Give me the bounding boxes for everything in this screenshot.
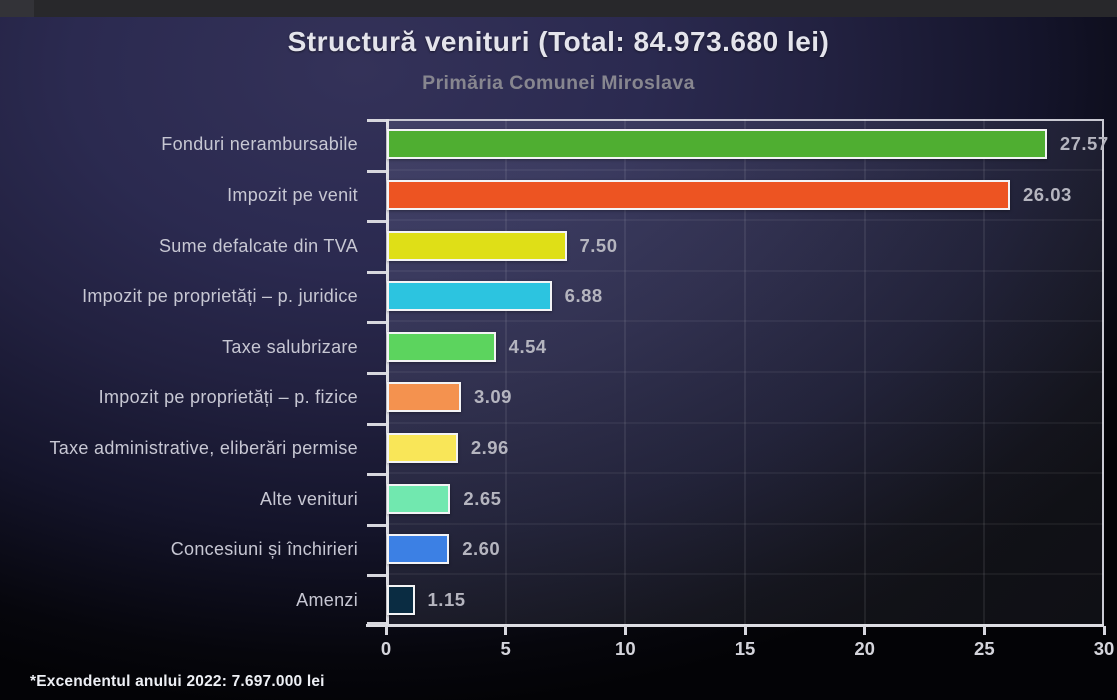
- x-axis-line: [366, 624, 1104, 627]
- bar-value-label: 7.50: [579, 234, 618, 256]
- bar-value-label: 6.88: [564, 285, 603, 307]
- bar-value-label: 2.65: [463, 487, 502, 509]
- bar: [387, 179, 1010, 210]
- chart-footnote: *Excendentul anului 2022: 7.697.000 lei: [30, 673, 325, 690]
- x-axis-tick: [504, 626, 508, 635]
- y-axis-tick: [367, 321, 386, 325]
- category-label: Impozit pe venit: [227, 184, 358, 205]
- category-label: Alte venituri: [260, 488, 358, 509]
- x-axis-tick-label: 0: [380, 638, 392, 659]
- x-axis-tick-label: 10: [615, 638, 636, 659]
- category-label: Sume defalcate din TVA: [158, 235, 358, 256]
- category-label: Taxe salubrizare: [222, 336, 358, 357]
- horizontal-gridline: [386, 320, 1104, 323]
- chart-subtitle: Primăria Comunei Miroslava: [422, 72, 695, 94]
- horizontal-gridline: [386, 472, 1104, 475]
- horizontal-gridline: [386, 168, 1104, 171]
- category-label: Taxe administrative, eliberări permise: [49, 437, 358, 458]
- x-axis-tick: [623, 626, 627, 635]
- x-axis-tick-label: 25: [974, 638, 995, 659]
- x-axis-tick: [384, 626, 388, 635]
- y-axis-tick: [367, 119, 386, 122]
- horizontal-gridline: [386, 371, 1104, 373]
- horizontal-gridline: [386, 269, 1104, 272]
- bar: [387, 281, 552, 312]
- x-axis-tick-label: 20: [854, 638, 875, 659]
- window-topbar: [0, 0, 1117, 17]
- category-label: Fonduri nerambursabile: [161, 134, 358, 155]
- horizontal-gridline: [386, 573, 1104, 576]
- vertical-gridline: [744, 119, 746, 625]
- vertical-gridline: [863, 119, 866, 625]
- bar-value-label: 4.54: [508, 335, 547, 357]
- x-axis-tick: [863, 626, 867, 635]
- x-axis-tick: [982, 626, 986, 635]
- bar-value-label: 2.60: [462, 538, 501, 560]
- bar-value-label: 3.09: [473, 386, 512, 408]
- bar: [387, 432, 458, 463]
- bar: [387, 129, 1047, 160]
- y-axis-tick: [367, 220, 386, 224]
- chart-title: Structură venituri (Total: 84.973.680 le…: [287, 26, 830, 57]
- horizontal-gridline: [386, 421, 1104, 424]
- vertical-gridline: [504, 119, 507, 625]
- plot-border-right: [1102, 119, 1104, 625]
- category-label: Concesiuni și închirieri: [170, 539, 358, 560]
- category-label: Amenzi: [296, 589, 358, 610]
- bar: [387, 584, 415, 615]
- bar: [387, 382, 461, 413]
- bar: [387, 230, 567, 261]
- bar: [387, 483, 451, 514]
- y-axis-tick: [367, 422, 386, 426]
- y-axis-tick: [367, 270, 386, 274]
- plot-border-top: [386, 119, 1104, 121]
- vertical-gridline: [624, 119, 627, 625]
- horizontal-gridline: [386, 522, 1104, 525]
- y-axis-tick: [367, 622, 386, 625]
- y-axis-tick: [367, 169, 386, 173]
- vertical-gridline: [983, 119, 986, 625]
- x-axis-tick-label: 5: [500, 638, 511, 659]
- bar: [387, 331, 496, 362]
- x-axis-tick: [1102, 626, 1106, 635]
- x-axis-tick-label: 30: [1093, 638, 1115, 659]
- category-label: Impozit pe proprietăți – p. juridice: [82, 286, 358, 307]
- x-axis-tick: [743, 626, 747, 635]
- horizontal-gridline: [386, 219, 1104, 222]
- bar-value-label: 27.57: [1059, 133, 1109, 155]
- bar: [387, 534, 450, 565]
- bar-value-label: 2.96: [470, 436, 509, 458]
- y-axis-tick: [367, 523, 386, 527]
- y-axis-tick: [367, 372, 386, 375]
- x-axis-tick-label: 15: [734, 638, 756, 659]
- y-axis-tick: [367, 574, 386, 578]
- y-axis-tick: [367, 473, 386, 477]
- window-topbar-tab: [0, 0, 34, 17]
- category-label: Impozit pe proprietăți – p. fizice: [98, 387, 358, 408]
- y-axis-line: [386, 119, 389, 625]
- plot-area: 0 5 10 15 20 25 30 27.57 26.03 7.50 6.88 4.54 3.09 2.…: [366, 119, 1114, 659]
- bar-value-label: 26.03: [1022, 183, 1072, 205]
- bar-value-label: 1.15: [427, 588, 466, 610]
